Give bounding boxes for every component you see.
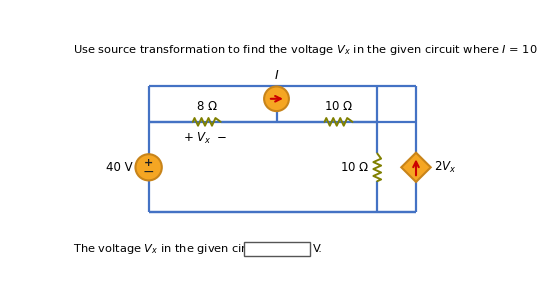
Text: V.: V. <box>313 244 323 254</box>
Polygon shape <box>401 153 431 182</box>
Circle shape <box>264 86 289 111</box>
Text: 10 $\Omega$: 10 $\Omega$ <box>324 100 353 113</box>
Text: $2V_x$: $2V_x$ <box>434 160 456 175</box>
Text: $I$: $I$ <box>274 69 279 82</box>
Text: The voltage $V_x$ in the given circuit is: The voltage $V_x$ in the given circuit i… <box>74 242 281 256</box>
FancyBboxPatch shape <box>244 242 310 256</box>
Text: $+\ V_x\ -$: $+\ V_x\ -$ <box>183 131 227 146</box>
Text: 40 V: 40 V <box>106 161 132 174</box>
Text: 10 $\Omega$: 10 $\Omega$ <box>340 161 370 174</box>
Circle shape <box>136 154 162 180</box>
Text: Use source transformation to find the voltage $V_x$ in the given circuit where $: Use source transformation to find the vo… <box>74 43 538 57</box>
Text: 8 $\Omega$: 8 $\Omega$ <box>196 100 218 113</box>
Text: +: + <box>144 158 153 168</box>
Text: −: − <box>143 165 154 179</box>
